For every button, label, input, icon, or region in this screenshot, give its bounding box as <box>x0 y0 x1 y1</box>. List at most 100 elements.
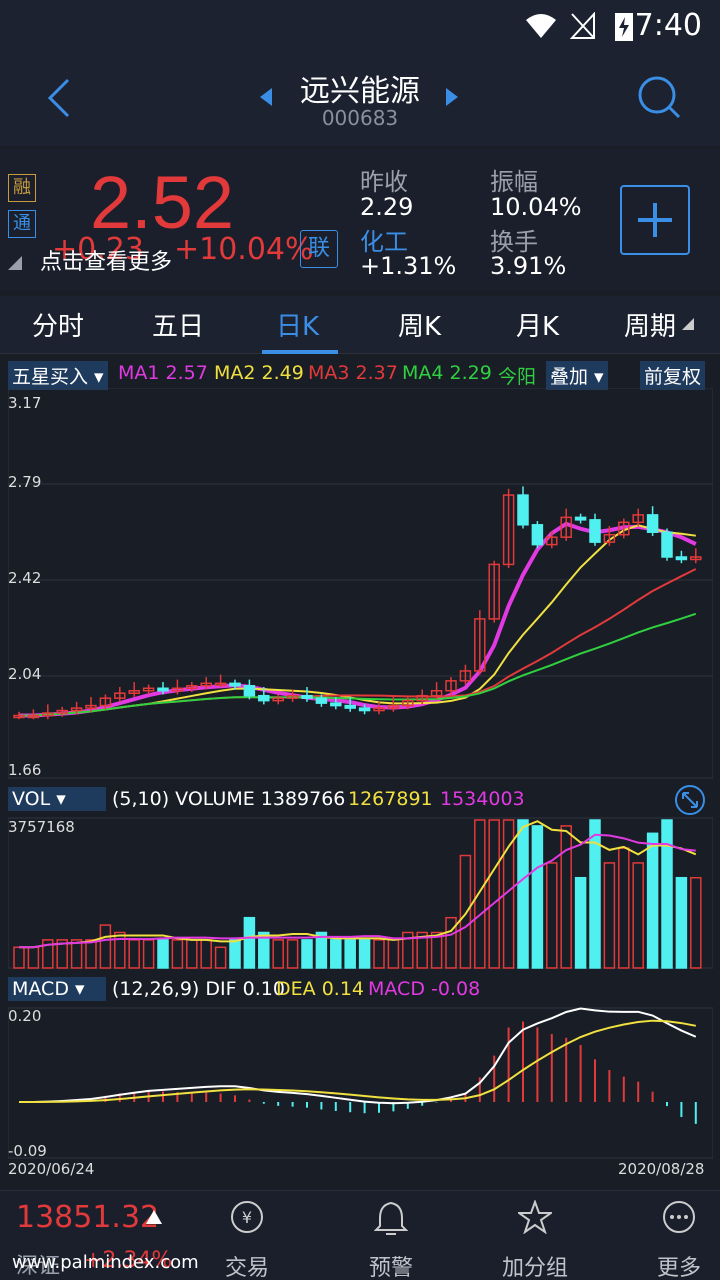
overlay-selector[interactable]: 叠加 ▾ <box>546 361 608 390</box>
date-end: 2020/08/28 <box>618 1160 705 1178</box>
fullscreen-icon[interactable] <box>674 784 706 816</box>
ma1-label: MA1 <box>118 362 160 384</box>
no-signal-icon <box>570 12 595 39</box>
volume-bar <box>85 939 97 969</box>
next-stock-icon[interactable] <box>444 86 460 108</box>
nav-alert[interactable]: 预警 <box>368 1256 413 1280</box>
volume-bar <box>157 939 169 969</box>
volume-selector[interactable]: VOL ▾ <box>8 787 106 811</box>
tab-period[interactable]: 周期 <box>624 312 677 342</box>
ma10-line <box>19 524 696 717</box>
status-bar: 7:40 <box>0 0 720 52</box>
tab-weekly-k[interactable]: 周K <box>398 312 442 342</box>
svg-text:¥: ¥ <box>242 1208 252 1227</box>
ma2-readout: MA2 2.49 <box>214 362 304 384</box>
trade-icon[interactable]: ¥ <box>230 1200 264 1234</box>
dea-value: 0.14 <box>321 978 364 1000</box>
candle-body <box>344 704 356 709</box>
candle-body <box>258 694 270 702</box>
nav-more[interactable]: 更多 <box>656 1256 701 1280</box>
volume-readout: (5,10) VOLUME 1389766 <box>112 788 345 810</box>
nav-trade[interactable]: 交易 <box>224 1256 269 1280</box>
candle-body <box>387 704 400 709</box>
candle-body <box>13 714 25 719</box>
volume-bar <box>387 939 400 969</box>
quote-panel[interactable] <box>0 148 720 290</box>
watermark: www.palmindex.com <box>12 1252 199 1273</box>
more-hint[interactable]: 点击查看更多 <box>40 250 173 275</box>
volume-value: 1389766 <box>260 788 346 810</box>
star-icon[interactable] <box>518 1200 552 1234</box>
clock: 7:40 <box>634 8 702 43</box>
candle-body <box>560 516 572 538</box>
up-arrow-icon <box>146 1210 162 1224</box>
tab-five-day[interactable]: 五日 <box>152 312 205 342</box>
ma1-readout: MA1 2.57 <box>118 362 208 384</box>
candle-body <box>142 687 155 692</box>
volume-axis-max: 3757168 <box>8 818 75 836</box>
candle-body <box>157 687 169 692</box>
amplitude-value: 10.04% <box>490 193 582 221</box>
volume-bar <box>315 931 328 969</box>
current-price: 2.52 <box>90 161 235 244</box>
candle-body <box>186 685 198 690</box>
link-badge[interactable]: 联 <box>300 230 338 268</box>
nav-add-group[interactable]: 加分组 <box>501 1256 568 1280</box>
candle-body <box>315 697 328 704</box>
candle-body <box>85 704 97 709</box>
price-axis-label: 2.42 <box>8 569 42 587</box>
ma3-value: 2.37 <box>355 362 398 384</box>
volume-bar <box>517 819 529 969</box>
back-icon[interactable] <box>44 78 74 118</box>
dif-value: 0.10 <box>242 978 285 1000</box>
adjust-button[interactable]: 前复权 <box>640 361 706 390</box>
sector-label[interactable]: 化工 <box>360 228 408 256</box>
add-watchlist-button[interactable] <box>620 185 690 255</box>
candle-body <box>358 707 371 712</box>
candle-body <box>502 494 515 566</box>
connect-badge: 通 <box>8 210 36 238</box>
kline-chart[interactable] <box>8 388 713 1170</box>
period-tabs <box>0 296 720 354</box>
volume-params: (5,10) VOLUME <box>112 788 255 810</box>
volume-bar <box>416 931 428 969</box>
volume-bar <box>214 946 227 969</box>
more-icon[interactable] <box>662 1200 696 1234</box>
panel-frame <box>8 1007 713 1159</box>
volume-bar <box>13 946 25 969</box>
signal-selector[interactable]: 五星买入 ▾ <box>8 361 108 390</box>
period-dropdown-icon <box>682 318 694 330</box>
active-tab-indicator <box>262 350 338 354</box>
volume-bar <box>128 939 140 969</box>
volume-bar <box>330 939 342 969</box>
volume-bar <box>402 931 414 969</box>
tab-intraday[interactable]: 分时 <box>32 312 85 342</box>
macd-axis-bottom: -0.09 <box>8 1142 47 1160</box>
ma3-readout: MA3 2.37 <box>308 362 398 384</box>
price-axis-label: 3.17 <box>8 394 42 412</box>
macd-axis-top: 0.20 <box>8 1007 42 1025</box>
bottom-nav <box>0 1190 720 1280</box>
candle-body <box>589 519 601 543</box>
candle-body <box>675 556 688 561</box>
candle-body <box>459 670 472 682</box>
tab-daily-k[interactable]: 日K <box>276 312 320 342</box>
index-value[interactable]: 13851.32 <box>16 1200 160 1235</box>
volume-bar <box>258 931 270 969</box>
expand-corner-icon <box>8 256 22 270</box>
bell-icon[interactable] <box>374 1200 408 1236</box>
volume-bar <box>70 939 83 969</box>
volume-bar <box>56 939 68 969</box>
tab-monthly-k[interactable]: 月K <box>516 312 560 342</box>
candle-body <box>286 694 299 699</box>
macd-selector[interactable]: MACD ▾ <box>8 977 106 1001</box>
candle-body <box>27 714 40 719</box>
dea-line <box>19 1019 696 1103</box>
volume-bar <box>618 847 630 969</box>
volume-bar <box>186 939 198 969</box>
volume-bar <box>42 939 54 969</box>
wifi-icon <box>526 14 556 38</box>
search-icon[interactable] <box>636 74 682 120</box>
prev-stock-icon[interactable] <box>258 86 274 108</box>
volume-bar <box>200 939 212 969</box>
